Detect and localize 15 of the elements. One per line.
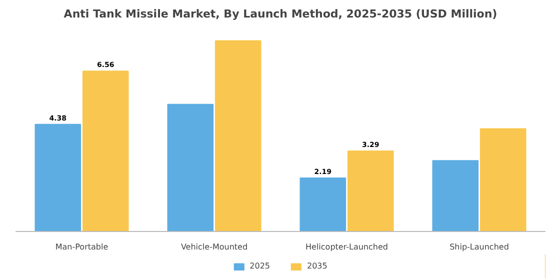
bar	[347, 150, 394, 232]
bar	[480, 128, 526, 232]
bar	[82, 70, 129, 232]
legend-label: 2035	[307, 262, 328, 270]
x-tick-label: Ship-Launched	[450, 242, 509, 252]
x-tick-label: Man-Portable	[55, 242, 108, 252]
bar	[34, 124, 82, 232]
bar	[432, 160, 479, 232]
bar	[167, 104, 214, 232]
bar	[214, 40, 262, 232]
bar	[300, 177, 346, 232]
legend-label: 2025	[250, 262, 270, 270]
x-tick-label: Vehicle-Mounted	[180, 242, 248, 252]
x-tick-label: Helicopter-Launched	[306, 242, 388, 252]
chart-title: Anti Tank Missile Market, By Launch Method, 2025-2035 (USD Million)	[64, 8, 498, 20]
